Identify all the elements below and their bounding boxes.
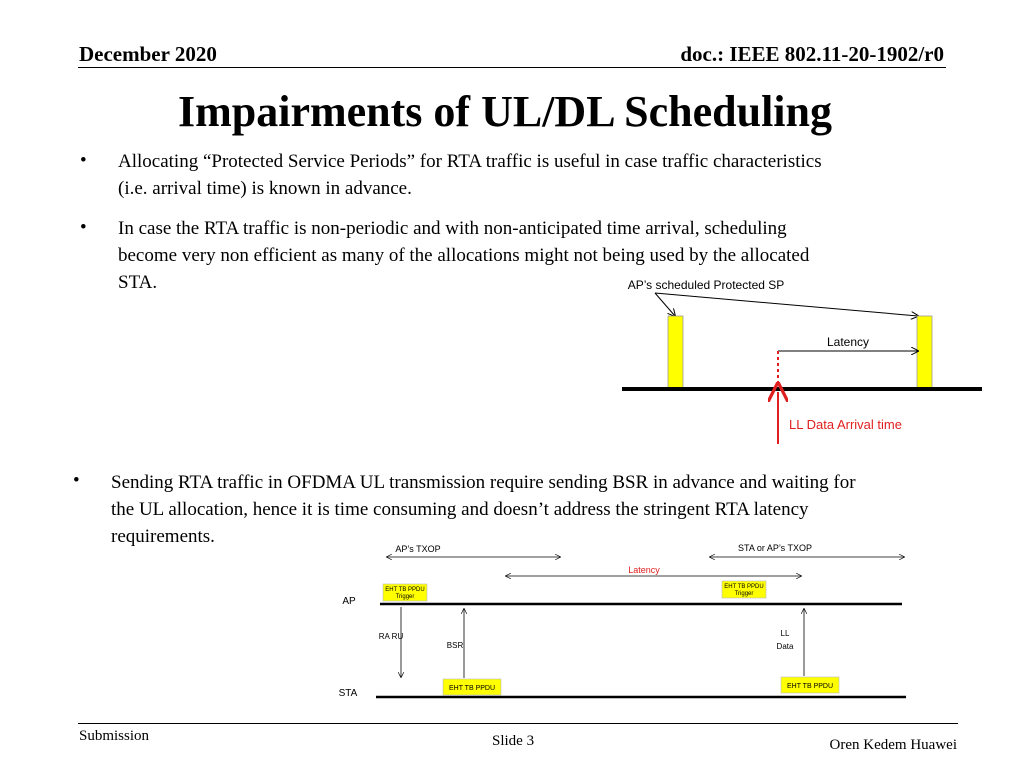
footer-divider	[78, 723, 958, 724]
bullet-marker: •	[80, 150, 87, 171]
trigger-ppdu-2-line2: Trigger	[735, 591, 754, 597]
latency-label-2: Latency	[628, 565, 660, 575]
ll-label-line2: Data	[777, 642, 794, 651]
sta-or-ap-txop-label: STA or AP’s TXOP	[738, 543, 812, 553]
sta-ppdu-1	[442, 678, 502, 696]
bullet-3: Sending RTA traffic in OFDMA UL transmis…	[111, 469, 1016, 550]
sta-row-label: STA	[339, 688, 358, 699]
sta-ppdu-2-label: EHT TB PPDU	[787, 683, 833, 690]
bullet-marker: •	[73, 470, 80, 491]
bullet-3-line-2: the UL allocation, hence it is time cons…	[111, 499, 809, 520]
ll-label-line1: LL	[781, 629, 790, 638]
header-divider	[78, 67, 946, 68]
aps-txop-label: AP’s TXOP	[395, 544, 440, 554]
sta-ppdu-1-label: EHT TB PPDU	[449, 685, 495, 692]
arrival-time-label: LL Data Arrival time	[789, 417, 902, 432]
header-date: December 2020	[79, 42, 217, 66]
bullet-2: In case the RTA traffic is non-periodic …	[118, 215, 998, 296]
sp-pointer-left	[654, 292, 675, 316]
bullet-3-line-1: Sending RTA traffic in OFDMA UL transmis…	[111, 472, 856, 493]
bullet-2-line-3: STA.	[118, 272, 158, 293]
ra-ru-label: RA RU	[379, 632, 404, 641]
bullet-1-line-2: (i.e. arrival time) is known in advance.	[118, 178, 412, 199]
protected-sp-label: AP’s scheduled Protected SP	[628, 278, 785, 292]
bullet-1: Allocating “Protected Service Periods” f…	[118, 148, 998, 202]
sp-pointer-right	[654, 292, 918, 316]
bsr-label: BSR	[447, 641, 464, 650]
trigger-ppdu-2-line1: EHT TB PPDU	[724, 584, 763, 590]
footer-author: Oren Kedem Huawei	[829, 737, 957, 753]
ap-row-label: AP	[342, 596, 356, 607]
sta-ppdu-2	[780, 676, 840, 694]
header-doc-id: doc.: IEEE 802.11-20-1902/r0	[680, 42, 944, 66]
slide-title: Impairments of UL/DL Scheduling	[178, 87, 832, 136]
bullet-1-line-1: Allocating “Protected Service Periods” f…	[118, 151, 822, 172]
footer-slide-number: Slide 3	[492, 733, 535, 749]
latency-label: Latency	[827, 335, 869, 349]
bullet-marker: •	[80, 217, 87, 238]
trigger-ppdu-1-line1: EHT TB PPDU	[385, 587, 424, 593]
footer-submission: Submission	[79, 728, 150, 744]
trigger-ppdu-1	[382, 583, 428, 602]
bullet-3-line-3: requirements.	[111, 526, 215, 547]
trigger-ppdu-1-line2: Trigger	[396, 594, 415, 600]
trigger-ppdu-2	[721, 580, 767, 599]
bullet-2-line-1: In case the RTA traffic is non-periodic …	[118, 218, 787, 239]
bullet-2-line-2: become very non efficient as many of the…	[118, 245, 810, 266]
